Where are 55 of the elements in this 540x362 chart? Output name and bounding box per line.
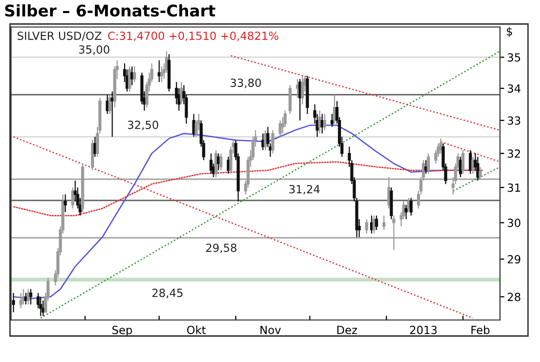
y-tick-label: 31 (508, 183, 520, 192)
ref-line-label: 31,24 (289, 184, 320, 195)
candlestick (64, 194, 67, 213)
candlestick (128, 66, 132, 92)
candlestick (300, 75, 304, 105)
candlestick (426, 152, 430, 174)
x-tick-label: Okt (187, 326, 206, 334)
x-tick-label: Sep (112, 326, 132, 336)
candlestick (160, 66, 164, 83)
candlestick (210, 152, 213, 174)
candlestick (180, 82, 183, 105)
candlestick (476, 156, 480, 182)
candlestick (19, 292, 22, 309)
candlestick (323, 113, 326, 131)
y-tick-label: 34 (508, 84, 520, 93)
annotation: SILVER USD/OZ (18, 32, 102, 41)
candlestick (372, 215, 376, 234)
candlestick (330, 113, 334, 128)
ref-line-label: 29,58 (206, 244, 236, 254)
y-tick-label: 30 (508, 218, 520, 228)
x-tick-label: Nov (260, 326, 281, 334)
ref-line-label: 35,00 (79, 45, 110, 55)
candlestick (318, 110, 322, 134)
candlestick (39, 296, 42, 317)
ref-line-label: 33,80 (230, 78, 261, 88)
candlestick (71, 186, 74, 210)
candlestick (288, 84, 292, 114)
candlestick (219, 152, 222, 171)
candlestick (439, 138, 442, 154)
candlestick (461, 150, 464, 174)
annotation: C:31,4700 +0,1510 +0,4821% (108, 32, 278, 42)
candlestick (29, 288, 32, 305)
candlestick (132, 66, 136, 83)
y-axis-title: $ (506, 27, 512, 38)
candlestick (374, 215, 378, 230)
candlestick (271, 130, 274, 154)
y-tick-label: 29 (508, 255, 520, 264)
chart-title: Silber – 6-Monats-Chart (5, 4, 216, 17)
candlestick (90, 140, 94, 171)
x-tick-label: 2013 (410, 326, 437, 334)
candlestick (404, 204, 408, 220)
y-tick-label: 32 (508, 149, 520, 158)
y-tick-label: 28 (508, 292, 520, 302)
y-tick-label: 33 (508, 116, 520, 125)
ref-line-label: 32,50 (128, 120, 158, 130)
candlestick (410, 197, 413, 216)
candlestick (365, 218, 368, 234)
x-tick-label: Dez (337, 326, 358, 334)
y-tick-label: 35 (508, 53, 520, 62)
candlestick (382, 215, 386, 230)
candlestick (278, 120, 282, 138)
candlestick (12, 292, 15, 313)
candlestick (192, 113, 196, 138)
x-tick-label: Feb (472, 326, 490, 334)
band-label: 28,45 (152, 288, 182, 298)
